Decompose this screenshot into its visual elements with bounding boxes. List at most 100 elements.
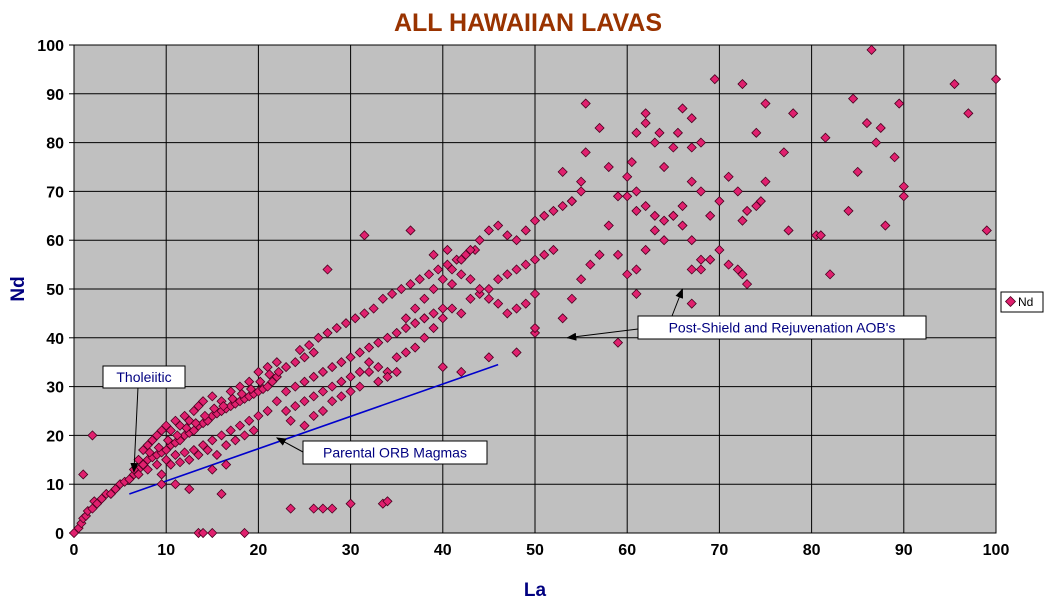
annotation-label: Tholeiitic	[116, 369, 171, 385]
data-point	[580, 98, 591, 109]
data-point	[377, 293, 388, 304]
y-tick-label: 60	[46, 233, 64, 250]
data-point	[391, 327, 402, 338]
data-point	[142, 464, 153, 475]
data-point	[511, 264, 522, 275]
data-point	[345, 352, 356, 363]
data-point	[668, 142, 679, 153]
data-point	[622, 269, 633, 280]
data-point	[737, 78, 748, 90]
data-point	[236, 388, 247, 399]
data-point	[631, 205, 642, 216]
data-point	[566, 196, 577, 207]
data-point	[677, 220, 688, 231]
axis-ticks: 0 10 20 30 40 50 60 70 80 90 100 0 10 20 30 40 50 60 70 80 9…	[37, 38, 1009, 559]
data-point	[419, 293, 430, 304]
data-point	[253, 366, 264, 378]
data-point	[290, 401, 301, 412]
data-point	[695, 264, 707, 275]
data-point	[317, 386, 329, 397]
data-point	[502, 308, 513, 319]
data-point	[290, 357, 301, 368]
data-point	[156, 469, 167, 480]
x-tick-label: 20	[250, 542, 268, 559]
data-point	[659, 235, 670, 246]
data-point	[686, 113, 697, 124]
data-point	[410, 318, 421, 329]
data-point	[400, 322, 411, 334]
data-point	[755, 196, 766, 207]
data-point	[668, 210, 679, 221]
legend: Nd	[1000, 291, 1044, 313]
data-point	[207, 464, 218, 475]
data-point	[172, 430, 183, 441]
data-point	[760, 98, 771, 109]
data-point	[322, 327, 333, 338]
data-point	[520, 298, 531, 309]
data-point	[640, 200, 651, 212]
data-point	[465, 293, 476, 304]
data-point	[405, 279, 416, 290]
data-point	[239, 430, 250, 441]
data-point	[245, 383, 257, 395]
data-point	[437, 303, 448, 314]
data-point	[299, 352, 310, 363]
data-point	[695, 186, 707, 197]
data-point	[350, 313, 361, 324]
data-point	[603, 161, 614, 173]
data-point	[539, 249, 550, 260]
data-point	[317, 405, 329, 417]
data-point	[354, 381, 365, 392]
data-point	[511, 347, 522, 358]
data-point	[493, 220, 504, 231]
annotation-arrow	[566, 328, 639, 341]
x-tick-label: 50	[526, 542, 544, 559]
data-point	[253, 410, 264, 421]
y-tick-label: 100	[37, 38, 64, 55]
data-point	[640, 108, 651, 119]
data-point	[963, 108, 974, 119]
data-point	[585, 259, 596, 270]
data-point	[672, 127, 683, 138]
data-point	[190, 418, 201, 429]
data-point	[299, 376, 310, 387]
data-point	[151, 459, 163, 470]
annotation-box	[302, 440, 488, 465]
data-point	[474, 283, 485, 295]
data-point	[244, 415, 255, 426]
data-point	[382, 496, 393, 507]
data-point	[373, 337, 384, 348]
data-point	[207, 391, 218, 402]
data-point	[483, 283, 494, 295]
x-tick-label: 100	[983, 542, 1010, 559]
data-point	[824, 269, 836, 280]
data-point	[144, 447, 155, 458]
data-point	[308, 503, 319, 514]
y-tick-label: 10	[46, 477, 64, 494]
data-point	[184, 484, 195, 495]
x-tick-label: 70	[711, 542, 729, 559]
data-point	[686, 142, 697, 153]
data-point	[875, 122, 886, 134]
data-point	[631, 127, 642, 138]
data-point	[714, 196, 725, 207]
data-point	[520, 225, 531, 236]
data-point	[640, 118, 651, 129]
data-point	[566, 293, 577, 304]
annotation-box	[637, 315, 927, 340]
data-point	[861, 118, 872, 129]
data-point	[622, 191, 633, 202]
data-point	[737, 215, 748, 226]
data-point	[778, 147, 790, 158]
data-point	[280, 386, 292, 397]
data-point	[181, 423, 192, 434]
data-point	[898, 191, 909, 202]
data-point	[391, 366, 402, 378]
data-point	[363, 342, 375, 353]
x-tick-label: 10	[157, 542, 175, 559]
data-point	[410, 342, 421, 353]
data-point	[723, 259, 734, 270]
data-point	[87, 430, 98, 441]
x-tick-label: 90	[895, 542, 913, 559]
